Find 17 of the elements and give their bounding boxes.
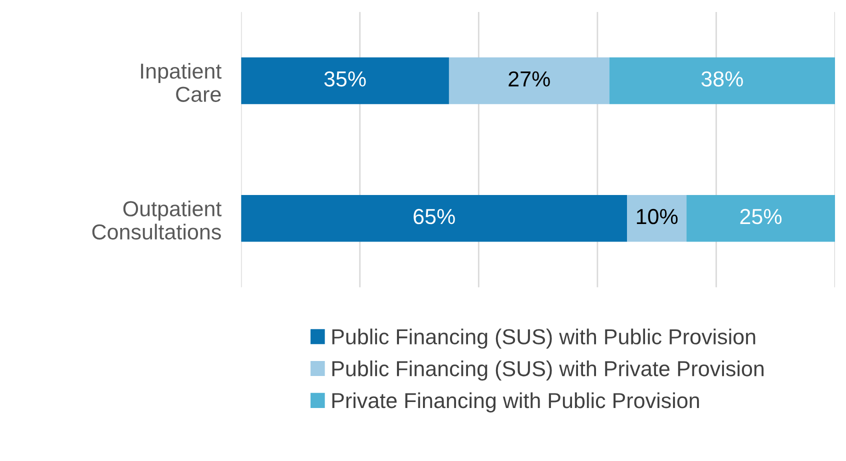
legend-label: Public Financing (SUS) with Private Provision <box>332 360 764 381</box>
data-label: 38% <box>701 71 743 87</box>
data-label: 10% <box>636 208 678 224</box>
bar <box>241 57 449 104</box>
data-label: 27% <box>508 71 550 86</box>
bar <box>241 195 628 242</box>
legend-label: Public Financing (SUS) with Public Provision <box>332 328 756 349</box>
bar <box>686 195 835 242</box>
bar <box>448 57 610 104</box>
data-label: 25% <box>740 208 782 224</box>
y-tick-label: Outpatient Consultations <box>92 200 222 240</box>
bar <box>627 195 687 242</box>
legend-label: Private Financing with Public Provision <box>332 392 699 412</box>
data-label: 35% <box>324 71 366 87</box>
data-label: 65% <box>414 208 455 224</box>
y-tick-label: Inpatient Care <box>141 62 222 102</box>
bar <box>609 57 835 104</box>
